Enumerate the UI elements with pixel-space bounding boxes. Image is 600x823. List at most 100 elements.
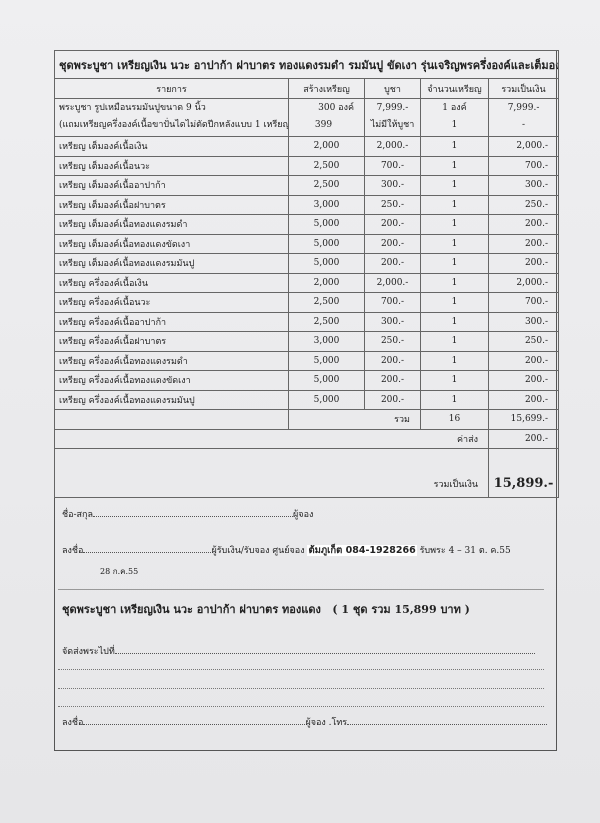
receiver-label: ผู้รับเงิน/รับจอง ศูนย์จอง: [211, 546, 305, 556]
cell-price: 200.-: [364, 370, 421, 391]
cell-item: เหรียญ ครึ่งองค์เนื้อฝาบาตร: [54, 331, 289, 352]
cell-qty: 1: [420, 155, 489, 176]
cell-created: 2,000: [288, 272, 365, 293]
cell-qty: 1: [420, 233, 489, 254]
table-row: เหรียญ ครึ่งองค์เนื้อเงิน 2,000 2,000.- 1 2,…: [54, 272, 560, 293]
divider: [58, 589, 544, 590]
cell-item: เหรียญ ครึ่งองค์เนื้อเงิน: [54, 272, 289, 293]
cell-qty: 1: [420, 292, 489, 313]
cell-price: 200.-: [364, 233, 421, 254]
subtotal-total: 15,699.-: [487, 409, 560, 430]
cell-item: เหรียญ ครึ่งองค์เนื้อทองแดงรมดำ: [54, 350, 289, 371]
cell-item: เหรียญ เต็มองค์เนื้อทองแดงขัดเงา: [54, 233, 289, 254]
cell-item: เหรียญ เต็มองค์เนื้อฝาบาตร: [54, 194, 289, 215]
cell-total: 200.-: [487, 253, 560, 274]
cell-total: 200.-: [487, 214, 560, 235]
contact-stamp: ต้มภูเก็ต 084-1928266: [307, 545, 417, 556]
shipping-label: ค่าส่ง: [54, 428, 489, 449]
ship-address-field[interactable]: จัดส่งพระไปที่: [62, 644, 548, 658]
price: 7,999.-: [376, 103, 409, 113]
address-line[interactable]: [58, 706, 544, 707]
cell-qty: 1: [420, 194, 489, 215]
subtotal-row: รวม 16 15,699.-: [54, 409, 560, 430]
cell-created: 5,000: [288, 253, 365, 274]
table-header: รายการ สร้างเหรียญ บูชา จำนวนเหรียญ รวมเ…: [54, 78, 560, 99]
set-summary: ชุดพระบูชา เหรียญเงิน นวะ อาปาก้า ฝาบาตร…: [62, 600, 470, 618]
grand-total-label: รวมเป็นเงิน: [54, 448, 489, 498]
cell-total: 300.-: [487, 175, 560, 196]
cell-created: 5,000: [288, 389, 365, 410]
cell-item: เหรียญ เต็มองค์เนื้ออาปาก้า: [54, 175, 289, 196]
cell-qty: 1: [420, 272, 489, 293]
cell-created: 3,000: [288, 194, 365, 215]
ship-label: จัดส่งพระไปที่: [62, 647, 115, 657]
cell-total: 200.-: [487, 370, 560, 391]
shipping-total: 200.-: [487, 428, 560, 449]
cell-created: 2,500: [288, 175, 365, 196]
sign2-label: ลงชื่อ: [62, 718, 84, 728]
cell-total: 200.-: [487, 350, 560, 371]
cell-created: 2,500: [288, 311, 365, 332]
header-price: บูชา: [364, 78, 421, 99]
header-item: รายการ: [54, 78, 289, 99]
table-row: เหรียญ เต็มองค์เนื้อฝาบาตร 3,000 250.- 1 250…: [54, 194, 560, 215]
header-qty: จำนวนเหรียญ: [420, 78, 489, 99]
cell-created: 3,000: [288, 331, 365, 352]
item-note: (แถมเหรียญครึ่งองค์เนื้อขาปั่นไดไม่ตัดปี…: [59, 120, 289, 130]
cell-total: 2,000.-: [487, 136, 560, 157]
set-line: ชุดพระบูชา เหรียญเงิน นวะ อาปาก้า ฝาบาตร…: [62, 603, 321, 616]
subtotal-label: รวม: [288, 409, 421, 430]
cell-created: 5,000: [288, 370, 365, 391]
cell-item: เหรียญ เต็มองค์เนื้อนวะ: [54, 155, 289, 176]
cell-qty: 1: [420, 389, 489, 410]
table-row: เหรียญ ครึ่งองค์เนื้ออาปาก้า 2,500 300.- 1 3…: [54, 311, 560, 332]
created: 300 องค์: [318, 103, 354, 113]
set-total: ( 1 ชุด รวม 15,899 บาท ): [332, 603, 470, 616]
cell-price: 200.-: [364, 389, 421, 410]
name-field[interactable]: ชื่อ-สกุล ผู้จอง: [62, 507, 313, 521]
subtotal-qty: 16: [420, 409, 489, 430]
cell-price: 2,000.-: [364, 136, 421, 157]
header-created: สร้างเหรียญ: [288, 78, 365, 99]
cell-total: 250.-: [487, 194, 560, 215]
cell-created: 2,500: [288, 155, 365, 176]
grand-total-row: รวมเป็นเงิน 15,899.-: [54, 448, 560, 498]
total: -: [522, 120, 526, 130]
total: 7,999.-: [507, 103, 540, 113]
sign2-suffix: ผู้จอง .โทร: [305, 718, 348, 728]
table-row: เหรียญ ครึ่งองค์เนื้อนวะ 2,500 700.- 1 700.-: [54, 292, 560, 313]
name-suffix: ผู้จอง: [293, 510, 314, 520]
cell-item: เหรียญ เต็มองค์เนื้อทองแดงรมดำ: [54, 214, 289, 235]
table-row: เหรียญ ครึ่งองค์เนื้อทองแดงรมดำ 5,000 200.…: [54, 350, 560, 371]
cell-created: 5,000: [288, 214, 365, 235]
table-row: พระบูชา รูปเหมือนรมมันปูขนาด 9 นิ้ว (แถมเ…: [54, 98, 560, 137]
document-title: ชุดพระบูชา เหรียญเงิน นวะ อาปาก้า ฝาบาตร…: [53, 50, 560, 79]
table-row: เหรียญ เต็มองค์เนื้อนวะ 2,500 700.- 1 700.-: [54, 155, 560, 176]
receiver-sign-field[interactable]: ลงชื่อ ผู้รับเงิน/รับจอง ศูนย์จอง ต้มภูเก…: [62, 543, 511, 558]
shipping-row: ค่าส่ง 200.-: [54, 428, 560, 449]
table-row: เหรียญ เต็มองค์เนื้อทองแดงขัดเงา 5,000 200…: [54, 233, 560, 254]
booker-sign-field[interactable]: ลงชื่อ ผู้จอง .โทร: [62, 715, 548, 729]
cell-price: 700.-: [364, 155, 421, 176]
grand-total-value: 15,899.-: [487, 448, 560, 498]
cell-qty: 1: [420, 311, 489, 332]
cell-total: 700.-: [487, 292, 560, 313]
table-row: เหรียญ ครึ่งองค์เนื้อทองแดงขัดเงา 5,000 20…: [54, 370, 560, 391]
cell-total: 2,000.-: [487, 272, 560, 293]
cell-qty: 1: [420, 370, 489, 391]
address-line[interactable]: [58, 669, 544, 670]
address-line[interactable]: [58, 688, 544, 689]
date-note: 28 ก.ค.55: [100, 567, 139, 576]
cell-price: 200.-: [364, 350, 421, 371]
cell-created: 5,000: [288, 233, 365, 254]
cell-price: 250.-: [364, 331, 421, 352]
table-row: เหรียญ ครึ่งองค์เนื้อฝาบาตร 3,000 250.- 1 25…: [54, 331, 560, 352]
cell-price: 2,000.-: [364, 272, 421, 293]
cell-item: เหรียญ ครึ่งองค์เนื้อนวะ: [54, 292, 289, 313]
table-row: เหรียญ เต็มองค์เนื้อทองแดงรมมันปู 5,000 20…: [54, 253, 560, 274]
cell-price: 250.-: [364, 194, 421, 215]
cell-total: 200.-: [487, 233, 560, 254]
price: ไม่มีให้บูชา: [370, 120, 415, 130]
cell-qty: 1: [420, 253, 489, 274]
cell-total: 700.-: [487, 155, 560, 176]
